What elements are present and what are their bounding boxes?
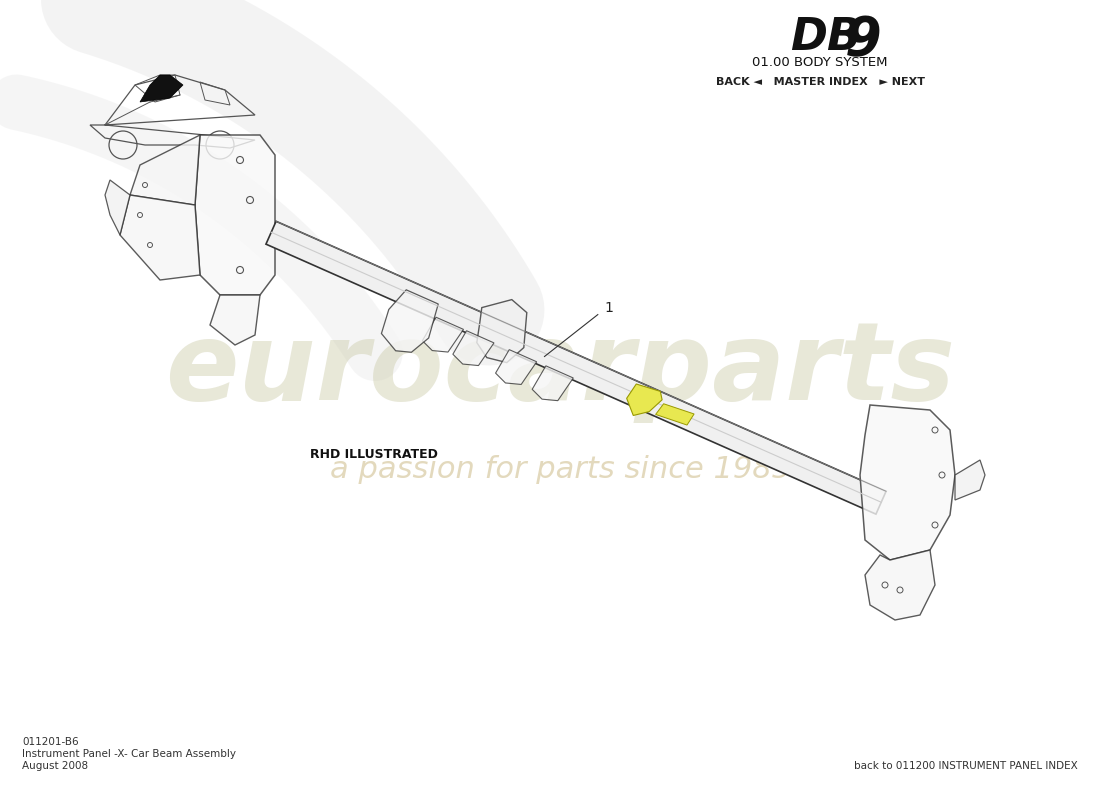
Polygon shape bbox=[130, 135, 200, 205]
Polygon shape bbox=[453, 330, 494, 366]
Polygon shape bbox=[955, 460, 984, 500]
Polygon shape bbox=[627, 384, 662, 415]
Text: a passion for parts since 1985: a passion for parts since 1985 bbox=[330, 455, 791, 485]
Polygon shape bbox=[476, 300, 527, 362]
Text: August 2008: August 2008 bbox=[22, 761, 88, 771]
Polygon shape bbox=[422, 318, 463, 352]
Polygon shape bbox=[266, 222, 887, 514]
Polygon shape bbox=[656, 404, 694, 425]
Text: RHD ILLUSTRATED: RHD ILLUSTRATED bbox=[310, 449, 438, 462]
Text: BACK ◄   MASTER INDEX   ► NEXT: BACK ◄ MASTER INDEX ► NEXT bbox=[715, 77, 924, 87]
Polygon shape bbox=[382, 290, 438, 352]
Text: 011201-B6: 011201-B6 bbox=[22, 737, 78, 747]
Text: back to 011200 INSTRUMENT PANEL INDEX: back to 011200 INSTRUMENT PANEL INDEX bbox=[855, 761, 1078, 771]
Polygon shape bbox=[496, 350, 537, 385]
Text: 01.00 BODY SYSTEM: 01.00 BODY SYSTEM bbox=[752, 57, 888, 70]
Polygon shape bbox=[120, 195, 200, 280]
Text: Instrument Panel -X- Car Beam Assembly: Instrument Panel -X- Car Beam Assembly bbox=[22, 749, 236, 759]
Polygon shape bbox=[860, 405, 955, 560]
Polygon shape bbox=[210, 295, 260, 345]
Text: 1: 1 bbox=[605, 301, 614, 314]
Polygon shape bbox=[140, 75, 183, 102]
Polygon shape bbox=[532, 366, 573, 401]
Polygon shape bbox=[195, 135, 275, 295]
Polygon shape bbox=[865, 550, 935, 620]
Text: DB: DB bbox=[790, 17, 861, 59]
Polygon shape bbox=[104, 180, 130, 235]
Text: 9: 9 bbox=[845, 14, 882, 66]
Text: eurocarparts: eurocarparts bbox=[165, 317, 955, 423]
